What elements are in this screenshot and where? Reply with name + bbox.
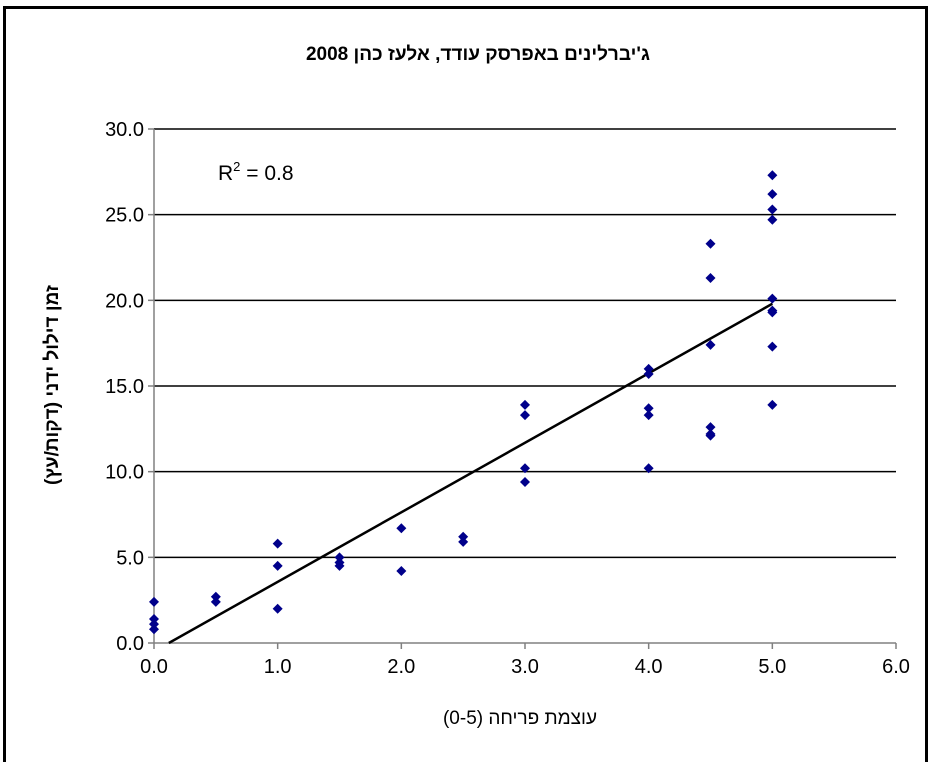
axes xyxy=(148,128,897,649)
x-tick-labels: 0.0 1.0 2.0 3.0 4.0 5.0 6.0 xyxy=(140,656,910,678)
data-points xyxy=(149,170,778,635)
data-point-2 xyxy=(149,619,159,630)
x-tick-label-5: 5.0 xyxy=(758,656,786,678)
x-tick-label-6: 6.0 xyxy=(882,656,910,678)
y-tick-label-3: 15.0 xyxy=(105,376,144,398)
data-point-14 xyxy=(458,531,469,542)
data-point-8 xyxy=(272,603,283,614)
x-tick-label-3: 3.0 xyxy=(511,656,539,678)
data-point-7 xyxy=(272,560,283,571)
data-point-34 xyxy=(767,214,778,225)
data-point-15 xyxy=(458,536,469,547)
data-point-32 xyxy=(767,189,778,200)
data-point-31 xyxy=(767,170,778,181)
y-tick-label-0: 0.0 xyxy=(116,633,144,655)
data-point-12 xyxy=(396,523,407,534)
x-tick-label-4: 4.0 xyxy=(635,656,663,678)
data-point-22 xyxy=(643,403,654,414)
data-point-6 xyxy=(272,538,283,549)
data-point-24 xyxy=(643,463,654,474)
x-axis-label: עוצמת פריחה (0-5) xyxy=(443,708,597,729)
data-point-17 xyxy=(520,410,530,421)
data-point-39 xyxy=(767,399,778,410)
data-point-13 xyxy=(396,566,407,577)
y-tick-label-6: 30.0 xyxy=(105,119,144,141)
data-point-33 xyxy=(767,204,778,215)
trendline xyxy=(168,302,773,645)
plot-area xyxy=(148,128,897,649)
y-tick-labels: 0.0 5.0 10.0 15.0 20.0 25.0 30.0 xyxy=(105,119,144,655)
data-point-27 xyxy=(705,339,716,350)
data-point-23 xyxy=(643,410,654,421)
trendline-group xyxy=(168,302,773,645)
y-tick-label-5: 25.0 xyxy=(105,205,144,227)
data-point-26 xyxy=(705,273,716,284)
data-point-28 xyxy=(705,422,716,433)
r-squared-label: R xyxy=(218,162,233,185)
data-point-3 xyxy=(149,624,159,635)
data-point-21 xyxy=(643,369,654,380)
data-point-37 xyxy=(767,307,778,318)
data-point-20 xyxy=(643,363,654,374)
x-tick-label-2: 2.0 xyxy=(387,656,415,678)
y-tick-label-4: 20.0 xyxy=(105,290,144,312)
r-squared-annotation: R2 = 0.8 xyxy=(218,159,294,185)
y-axis-label: זמן דילול ידני (דקות/עץ) xyxy=(42,285,63,485)
x-tick-label-0: 0.0 xyxy=(140,656,168,678)
data-point-4 xyxy=(210,591,221,602)
data-point-18 xyxy=(520,463,530,474)
data-point-1 xyxy=(149,614,159,625)
data-point-38 xyxy=(767,341,778,352)
data-point-5 xyxy=(210,596,221,607)
y-tick-label-1: 5.0 xyxy=(116,547,144,569)
chart-title: ג'יברלינים באפרסק עודד, אלעז כהן 2008 xyxy=(306,44,650,65)
data-point-19 xyxy=(520,476,530,487)
r-squared-superscript: 2 xyxy=(233,159,240,174)
data-point-25 xyxy=(705,238,716,249)
data-point-11 xyxy=(334,560,345,571)
x-tick-label-1: 1.0 xyxy=(264,656,292,678)
data-point-30 xyxy=(705,430,716,441)
r-squared-value: = 0.8 xyxy=(240,162,293,185)
data-point-16 xyxy=(520,399,530,410)
data-point-0 xyxy=(149,596,159,607)
y-tick-label-2: 10.0 xyxy=(105,462,144,484)
data-point-9 xyxy=(334,552,345,563)
data-point-35 xyxy=(767,293,778,304)
